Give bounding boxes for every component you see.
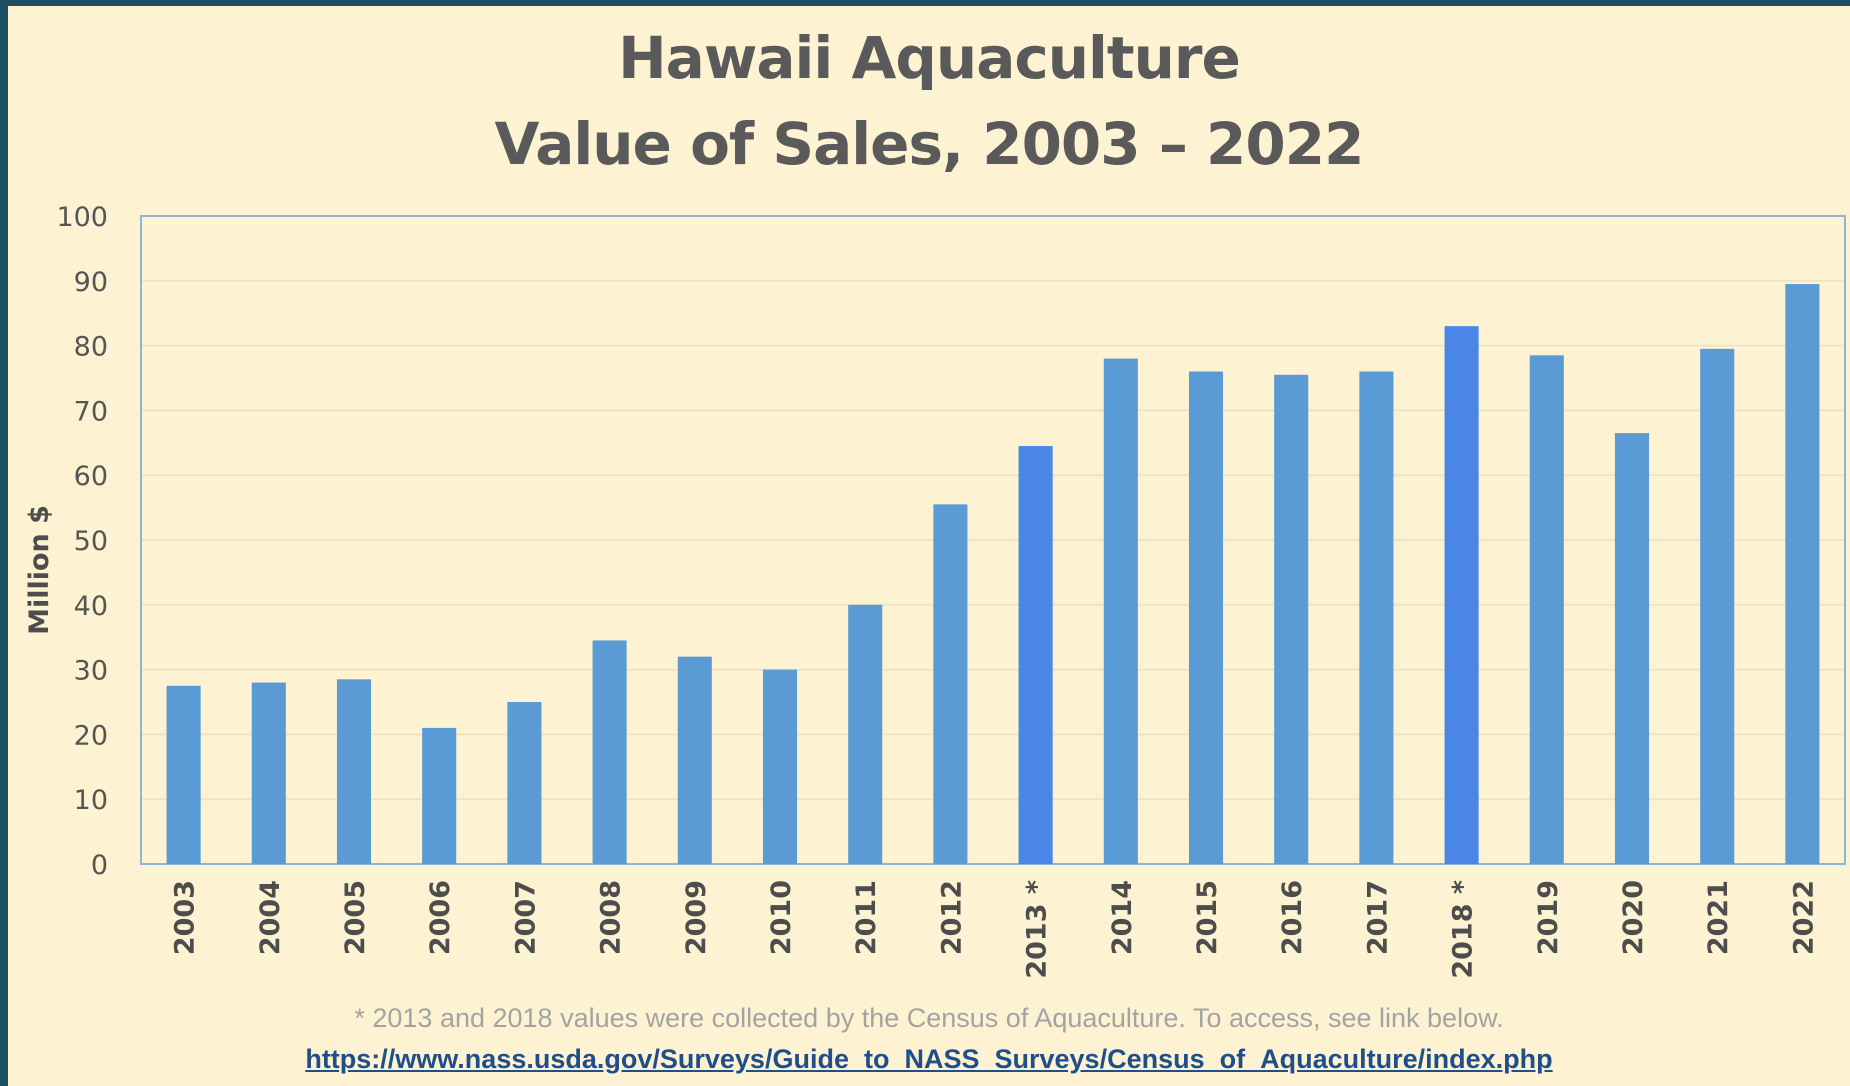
- x-tick-label: 2003: [170, 880, 201, 955]
- x-tick-label: 2017: [1362, 880, 1393, 955]
- y-tick-label: 20: [74, 720, 108, 751]
- y-axis-ticks: 0 10 20 30 40 50 60 70 80 90 100: [56, 202, 108, 881]
- y-tick-label: 50: [74, 526, 108, 557]
- source-link[interactable]: https://www.nass.usda.gov/Surveys/Guide_…: [305, 1044, 1553, 1074]
- x-tick-label: 2021: [1703, 880, 1734, 955]
- x-axis-ticks: 2003 2004 2005 2006 2007 2008 2009 2010 2011 2012…: [170, 880, 1820, 979]
- bar-2010: [762, 669, 798, 864]
- bar-2016: [1274, 374, 1309, 864]
- x-tick-label: 2019: [1533, 880, 1564, 955]
- bar-2019: [1529, 355, 1564, 864]
- bar-2012: [933, 504, 968, 864]
- bar-2003: [166, 685, 201, 864]
- bar-2008: [592, 640, 627, 864]
- x-tick-label: 2011: [851, 880, 882, 955]
- footnote: * 2013 and 2018 values were collected by…: [354, 1003, 1504, 1033]
- x-tick-label: 2020: [1618, 880, 1649, 955]
- y-axis-label: Million $: [24, 505, 55, 635]
- bar-2006: [422, 727, 457, 864]
- bar-2022: [1785, 284, 1820, 864]
- x-tick-label: 2013 *: [1022, 880, 1053, 979]
- y-tick-label: 0: [91, 850, 108, 881]
- x-tick-label: 2015: [1192, 880, 1223, 955]
- bar-2017: [1359, 371, 1394, 864]
- x-tick-label: 2007: [510, 880, 541, 955]
- bar-2015: [1188, 371, 1224, 864]
- chart-frame: Hawaii Aquaculture Value of Sales, 2003 …: [8, 6, 1850, 1086]
- bar-2009: [677, 656, 712, 864]
- x-tick-label: 2010: [766, 880, 797, 955]
- x-tick-label: 2022: [1788, 880, 1819, 955]
- y-tick-label: 30: [74, 656, 108, 687]
- bar-2013: [1018, 446, 1053, 864]
- grid-lines: [141, 279, 1845, 801]
- x-tick-label: 2016: [1277, 880, 1308, 955]
- bar-2004: [251, 682, 286, 864]
- bar-2007: [507, 702, 542, 864]
- x-tick-label: 2012: [936, 880, 967, 955]
- chart-subtitle: Value of Sales, 2003 – 2022: [494, 110, 1365, 178]
- x-tick-label: 2006: [425, 880, 456, 955]
- y-tick-label: 60: [74, 461, 108, 492]
- bar-2014: [1103, 358, 1138, 864]
- y-tick-label: 40: [74, 591, 108, 622]
- bar-2021: [1700, 348, 1735, 865]
- x-tick-label: 2018 *: [1448, 880, 1479, 979]
- x-tick-label: 2004: [255, 880, 286, 955]
- y-tick-label: 80: [74, 332, 108, 363]
- y-tick-label: 90: [74, 267, 108, 298]
- x-tick-label: 2014: [1107, 880, 1138, 955]
- x-tick-label: 2008: [596, 880, 627, 955]
- y-tick-label: 70: [74, 396, 108, 427]
- bar-2005: [336, 679, 372, 864]
- bar-2018: [1444, 326, 1479, 864]
- chart-title: Hawaii Aquaculture: [618, 24, 1241, 92]
- bars: [166, 284, 1820, 865]
- x-tick-label: 2005: [340, 880, 371, 955]
- bar-2011: [848, 604, 883, 864]
- bar-2020: [1614, 433, 1650, 864]
- y-tick-label: 100: [56, 202, 108, 233]
- x-tick-label: 2009: [681, 880, 712, 955]
- plot-area-border: [140, 215, 1846, 865]
- y-tick-label: 10: [74, 785, 108, 816]
